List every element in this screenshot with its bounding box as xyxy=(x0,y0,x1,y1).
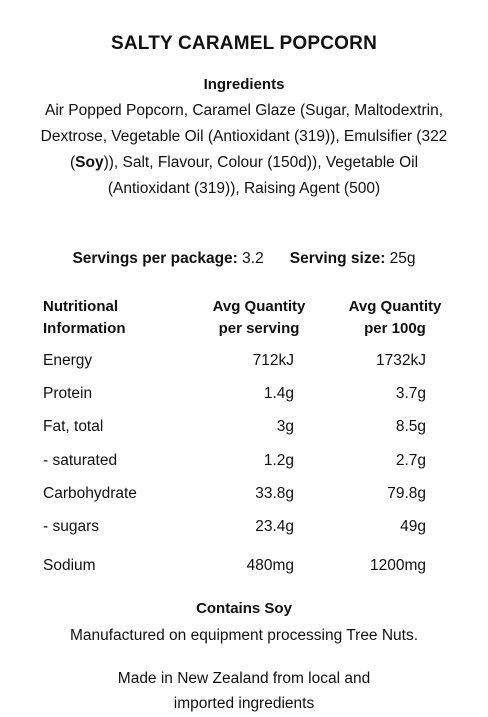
nutrient-per-100g: 8.5g xyxy=(395,418,426,435)
nutrition-row-sugars: - sugars 23.4g 49g xyxy=(0,516,488,538)
nutrition-row-carbohydrate: Carbohydrate 33.8g 79.8g xyxy=(0,483,488,505)
ingredients-heading: Ingredients xyxy=(203,76,285,93)
nutrient-per-100g: 1200mg xyxy=(369,557,426,574)
nutrition-row-energy: Energy 712kJ 1732kJ xyxy=(0,350,488,372)
servings-per-package-label: Servings per package: xyxy=(72,250,238,267)
servings-per-package-value: 3.2 xyxy=(242,250,264,267)
ingredients-list: Air Popped Popcorn, Caramel Glaze (Sugar… xyxy=(40,98,448,202)
nutrition-row-fat-total: Fat, total 3g 8.5g xyxy=(0,416,488,438)
nutrient-per-serving: 712kJ xyxy=(252,352,294,369)
nutrient-per-100g: 3.7g xyxy=(395,385,426,402)
nutrient-name: Fat, total xyxy=(43,418,104,435)
nutrient-per-100g: 49g xyxy=(400,518,426,535)
nutrient-name: - saturated xyxy=(43,452,118,469)
manufacturing-note: Manufactured on equipment processing Tre… xyxy=(69,627,419,644)
nutrient-per-serving: 3g xyxy=(276,418,294,435)
nutrient-per-serving: 1.2g xyxy=(263,452,294,469)
nutrition-header-per-serving: Avg Quantity per serving xyxy=(212,298,306,337)
nutrient-name: Carbohydrate xyxy=(43,485,137,502)
nutrient-name: Sodium xyxy=(43,557,96,574)
nutrient-per-serving: 23.4g xyxy=(255,518,294,535)
nutrient-per-serving: 1.4g xyxy=(263,385,294,402)
nutrition-row-protein: Protein 1.4g 3.7g xyxy=(0,383,488,405)
nutrition-header-name: Nutritional Information xyxy=(43,298,126,337)
nutrient-name: Protein xyxy=(43,385,93,402)
ingredients-text-after: )), Salt, Flavour, Colour (150d)), Veget… xyxy=(103,154,419,197)
nutrient-per-100g: 79.8g xyxy=(387,485,426,502)
nutrient-per-100g: 2.7g xyxy=(395,452,426,469)
serving-size-value: 25g xyxy=(389,250,416,267)
nutrition-header-per-100g: Avg Quantity per 100g xyxy=(348,298,442,337)
serving-size-label: Serving size: xyxy=(289,250,386,267)
nutrient-name: Energy xyxy=(43,352,93,369)
country-of-origin: Made in New Zealand from local and impor… xyxy=(117,670,371,712)
ingredients-text-before: Air Popped Popcorn, Caramel Glaze (Sugar… xyxy=(40,102,448,171)
nutrient-per-serving: 480mg xyxy=(246,557,294,574)
nutrition-row-saturated: - saturated 1.2g 2.7g xyxy=(0,450,488,472)
ingredients-allergen-soy: Soy xyxy=(75,154,104,171)
nutrition-row-sodium: Sodium 480mg 1200mg xyxy=(0,555,488,577)
product-title: SALTY CARAMEL POPCORN xyxy=(111,33,377,54)
nutrient-per-100g: 1732kJ xyxy=(376,352,426,369)
nutrient-name: - sugars xyxy=(43,518,99,535)
allergen-statement: Contains Soy xyxy=(196,600,292,617)
servings-line: Servings per package: 3.2 Serving size: 2… xyxy=(0,250,488,268)
nutrient-per-serving: 33.8g xyxy=(255,485,294,502)
